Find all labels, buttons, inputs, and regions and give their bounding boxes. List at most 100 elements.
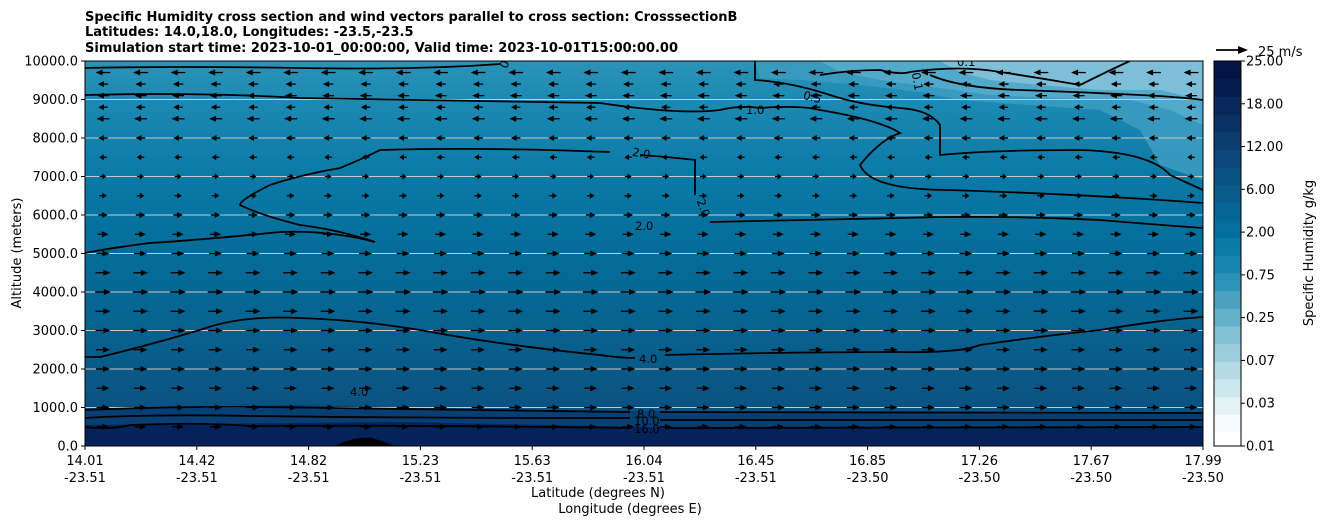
- wind-vector-head: [135, 104, 142, 111]
- wind-vector-head: [553, 269, 561, 276]
- wind-vector-head: [1153, 308, 1161, 315]
- colorbar-segment: [1214, 220, 1241, 239]
- wind-vector: [622, 231, 634, 238]
- wind-vector-head: [247, 81, 255, 88]
- wind-vector-head: [102, 346, 110, 353]
- wind-vector: [509, 250, 523, 257]
- wind-vector: [474, 173, 482, 180]
- wind-vector-head: [1152, 173, 1157, 180]
- wind-vector-head: [852, 423, 860, 430]
- wind-vector: [171, 115, 185, 122]
- wind-vector-head: [922, 92, 930, 99]
- wind-vector: [134, 404, 148, 411]
- colorbar-tick-label: 18.00: [1246, 97, 1283, 112]
- wind-vector: [324, 192, 332, 199]
- x-tick-label: 17.26: [961, 454, 998, 469]
- wind-vector: [997, 423, 1010, 430]
- wind-vector-head: [552, 250, 560, 257]
- wind-vector-head: [102, 192, 107, 199]
- contour-label: 2.0: [694, 197, 713, 219]
- wind-vector: [210, 212, 221, 218]
- wind-vector: [246, 366, 261, 372]
- wind-vector-head: [323, 104, 330, 111]
- wind-vector-head: [477, 423, 485, 430]
- wind-vector: [962, 173, 970, 180]
- colorbar-segment: [1214, 78, 1241, 97]
- wind-vector-head: [1152, 212, 1159, 218]
- wind-vector-head: [665, 366, 673, 372]
- wind-vector-head: [664, 231, 672, 238]
- wind-vector: [433, 69, 449, 76]
- wind-vector: [699, 154, 708, 161]
- wind-vector-head: [703, 327, 711, 334]
- wind-vector-head: [139, 423, 147, 430]
- wind-vector-head: [320, 69, 328, 76]
- wind-vector-head: [359, 92, 367, 99]
- wind-vector-head: [774, 154, 780, 161]
- wind-vector: [323, 104, 333, 111]
- wind-vector-head: [1077, 404, 1085, 411]
- wind-vector: [849, 173, 857, 180]
- wind-vector-head: [364, 192, 370, 199]
- x-tick-label: -23.51: [399, 471, 441, 486]
- wind-vector: [920, 327, 936, 334]
- wind-vector: [283, 269, 298, 276]
- wind-vector: [171, 92, 185, 99]
- contour-label: 0.5: [497, 48, 516, 70]
- y-axis: 0.0 1000.0 2000.0 3000.0 4000.0 5000.0 6000.0 7…: [24, 55, 85, 455]
- wind-vector: [1034, 92, 1047, 99]
- wind-vector-head: [739, 231, 747, 238]
- wind-vector: [96, 92, 110, 99]
- wind-vector: [658, 327, 674, 334]
- wind-vector-head: [590, 173, 595, 180]
- wind-vector: [320, 269, 336, 276]
- wind-vector-head: [1003, 308, 1011, 315]
- wind-vector: [1071, 269, 1086, 276]
- wind-vector: [1186, 104, 1196, 111]
- wind-vector-head: [1078, 366, 1086, 372]
- x-tick-label: -23.51: [735, 471, 777, 486]
- colorbar-segment: [1214, 379, 1241, 398]
- wind-vector-head: [927, 212, 934, 218]
- wind-vector-head: [628, 346, 636, 353]
- y-axis-label: Altitude (meters): [10, 198, 25, 309]
- wind-vector: [473, 81, 484, 88]
- wind-vector: [1146, 250, 1160, 257]
- wind-vector: [172, 81, 184, 88]
- wind-vector: [470, 327, 486, 334]
- wind-vector: [358, 308, 374, 315]
- wind-vector-head: [360, 135, 367, 141]
- wind-vector-head: [289, 423, 297, 430]
- wind-vector: [735, 81, 746, 88]
- wind-vector: [811, 212, 821, 218]
- wind-vector: [733, 69, 749, 76]
- wind-vector-head: [627, 173, 632, 180]
- contour-label: 1.0: [746, 103, 764, 117]
- wind-vector: [585, 81, 596, 88]
- colorbar: 0.01 0.03 0.07 0.25 0.75 2.00 6.00 12.00 18.00 25…: [1213, 55, 1283, 455]
- wind-vector: [246, 404, 260, 411]
- wind-vector-head: [215, 308, 223, 315]
- wind-vector-head: [815, 192, 820, 199]
- wind-vector: [433, 366, 448, 372]
- wind-vector-head: [628, 308, 636, 315]
- wind-vector: [959, 92, 972, 99]
- wind-vector: [434, 385, 448, 392]
- colorbar-segment: [1214, 326, 1241, 345]
- wind-vector-head: [965, 250, 973, 257]
- wind-vector: [848, 81, 859, 88]
- wind-vector: [961, 212, 971, 218]
- wind-vector-head: [702, 385, 710, 392]
- wind-vector-head: [590, 250, 598, 257]
- wind-vector-head: [1112, 154, 1117, 161]
- wind-vector-head: [928, 366, 936, 372]
- wind-vector: [773, 104, 784, 111]
- wind-vector-head: [478, 308, 486, 315]
- wind-vector: [547, 423, 560, 430]
- colorbar-segment: [1214, 96, 1241, 115]
- wind-vector-head: [514, 423, 522, 430]
- wind-vector: [1033, 346, 1048, 353]
- wind-vector-head: [435, 135, 442, 141]
- wind-vector-head: [473, 135, 480, 141]
- wind-vector: [134, 92, 147, 99]
